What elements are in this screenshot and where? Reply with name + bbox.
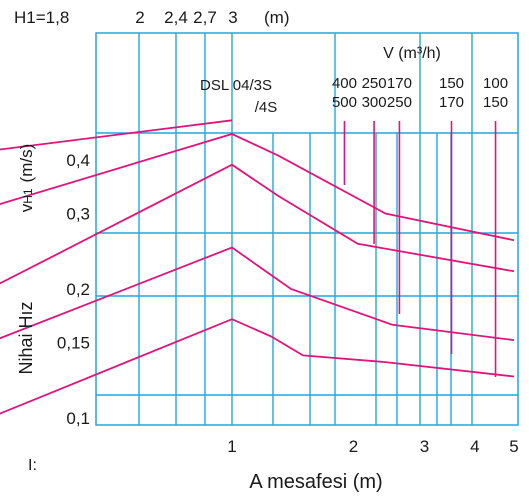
series-layer bbox=[0, 119, 515, 415]
flow-label-bottom: 170 bbox=[439, 94, 464, 111]
series-line bbox=[0, 133, 515, 242]
top-axis-label: 2,7 bbox=[193, 8, 217, 27]
series-line bbox=[0, 318, 515, 415]
y-tick-label: 0,15 bbox=[57, 334, 90, 353]
flow-label-bottom: 300 bbox=[362, 94, 387, 111]
model-label-1: DSL 04/3S bbox=[200, 77, 272, 94]
top-axis-label: H1=1,8 bbox=[14, 8, 69, 27]
y-tick-label: 0,1 bbox=[66, 409, 90, 428]
flow-label-top: 170 bbox=[387, 75, 412, 92]
y-axis-sub-unit: (m/s) bbox=[17, 144, 36, 183]
flow-label-top: 250 bbox=[362, 75, 387, 92]
y-tick-label: 0,4 bbox=[66, 151, 90, 170]
series-line bbox=[0, 119, 233, 151]
y-axis-sub-index: H1 bbox=[21, 188, 35, 204]
x-tick-label: 2 bbox=[349, 437, 358, 456]
top-axis-label: 2 bbox=[135, 8, 144, 27]
series-line bbox=[0, 246, 515, 341]
x-tick-label: 1 bbox=[227, 437, 236, 456]
label-layer: 1 2 3 4 5 0,1 0,15 0,2 0,3 0,4 H1=1,8 2 2,4 2,7 3 (m) 40… bbox=[14, 8, 519, 456]
x-tick-label: 4 bbox=[470, 437, 479, 456]
top-axis-label: 2,4 bbox=[164, 8, 188, 27]
flow-header: V (m³/h) bbox=[383, 45, 441, 62]
y-axis-main-title: Nihai Hız bbox=[16, 301, 36, 374]
flow-label-top: 100 bbox=[483, 75, 508, 92]
model-label-2: /4S bbox=[255, 99, 278, 116]
x-tick-label: 3 bbox=[420, 437, 429, 456]
y-axis-sub-title: vH1 (m/s) bbox=[17, 144, 36, 213]
top-axis-unit: (m) bbox=[264, 8, 289, 27]
flow-label-bottom: 500 bbox=[332, 94, 357, 111]
series-line bbox=[0, 163, 515, 285]
flow-label-top: 400 bbox=[332, 75, 357, 92]
y-tick-label: 0,2 bbox=[66, 280, 90, 299]
flow-label-top: 150 bbox=[439, 75, 464, 92]
y-axis-sub-base: v bbox=[17, 203, 36, 212]
footer-mark: I: bbox=[28, 457, 37, 474]
flow-label-bottom: 150 bbox=[483, 94, 508, 111]
flow-label-bottom: 250 bbox=[387, 94, 412, 111]
y-tick-label: 0,3 bbox=[66, 205, 90, 224]
x-axis-title: A mesafesi (m) bbox=[249, 471, 382, 493]
plot-frame bbox=[95, 32, 519, 426]
x-tick-label: 5 bbox=[509, 437, 518, 456]
top-axis-label: 3 bbox=[228, 8, 237, 27]
